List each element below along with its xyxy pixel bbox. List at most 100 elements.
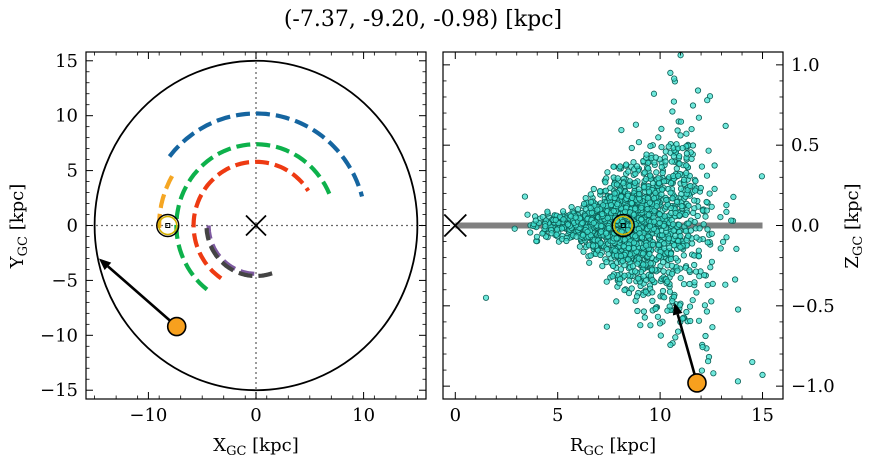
rz-ylabel: ZGC [kpc] (842, 183, 866, 268)
star-point (677, 274, 684, 282)
star-point (646, 172, 654, 179)
star-point (580, 248, 587, 255)
xy-ytick-label: 15 (55, 51, 78, 72)
star-point (650, 195, 658, 202)
star-point (614, 201, 621, 208)
star-point (654, 313, 662, 320)
star-point (691, 218, 698, 226)
star-point (563, 237, 570, 245)
star-point (704, 97, 711, 104)
star-point (719, 238, 727, 245)
star-point (640, 250, 647, 257)
star-point (632, 121, 640, 128)
star-point (648, 266, 656, 273)
star-point (532, 217, 539, 224)
star-point (635, 190, 643, 198)
star-point (693, 289, 700, 296)
star-point (647, 322, 654, 329)
rz-xlabel: RGC [kpc] (570, 435, 656, 459)
star-point (635, 255, 642, 262)
star-point (709, 324, 716, 331)
star-point (671, 242, 678, 249)
star-point (672, 334, 679, 341)
star-point (623, 161, 630, 168)
star-point (640, 184, 648, 191)
xy-ytick-label: 0 (67, 216, 78, 237)
star-point (669, 221, 677, 228)
star-point (685, 232, 692, 239)
star-point (671, 75, 678, 82)
star-point (695, 247, 702, 254)
star-point (586, 259, 593, 266)
xy-xtick-label: 10 (352, 405, 375, 426)
star-point (708, 258, 716, 265)
star-point (659, 169, 666, 177)
star-point (692, 178, 699, 185)
star-point (734, 378, 742, 385)
star-point (702, 213, 709, 220)
star-point (708, 230, 715, 237)
xy-target-marker (166, 316, 187, 337)
star-point (632, 268, 639, 275)
star-point (683, 308, 690, 316)
star-point (680, 176, 688, 183)
star-point (587, 191, 594, 198)
star-point (705, 147, 712, 154)
star-point (641, 314, 648, 321)
star-point (660, 222, 668, 229)
star-point (620, 243, 627, 250)
star-point (717, 214, 724, 221)
star-point (704, 281, 711, 289)
star-point (609, 262, 617, 269)
xy-xtick-label: −10 (129, 405, 167, 426)
star-point (590, 185, 597, 193)
star-point (603, 258, 610, 266)
xy-galactic-center-marker (245, 214, 267, 237)
star-point (646, 223, 654, 230)
star-point (759, 371, 766, 379)
galaxy-boundary-circle (93, 59, 419, 392)
xy-direction-arrow-head (98, 258, 112, 271)
star-point (749, 358, 756, 366)
star-point (677, 118, 685, 125)
star-point (653, 203, 660, 210)
star-point (552, 216, 559, 224)
star-point (711, 185, 718, 192)
star-point (602, 187, 609, 194)
figure-title: (-7.37, -9.20, -0.98) [kpc] (284, 7, 562, 32)
star-point (618, 127, 625, 134)
star-point (683, 130, 690, 137)
star-point (589, 242, 597, 249)
star-point (669, 108, 676, 115)
star-point (568, 204, 575, 211)
star-point (704, 239, 711, 246)
star-point (668, 158, 675, 165)
xy-sun-marker-outer-ring (156, 213, 180, 238)
xy-plot-area (86, 52, 426, 399)
star-point (659, 259, 667, 266)
rz-galactic-center-marker (443, 213, 467, 238)
star-point (683, 162, 690, 169)
star-point (617, 193, 625, 200)
star-point (703, 172, 711, 179)
star-point (688, 240, 696, 247)
star-point (693, 234, 700, 241)
star-point (652, 305, 659, 312)
star-point (635, 139, 643, 146)
star-point (638, 204, 645, 211)
star-point (710, 370, 717, 377)
star-point (687, 182, 694, 190)
star-point (704, 358, 712, 365)
star-point (482, 294, 490, 301)
star-point (691, 279, 698, 286)
star-point (587, 198, 595, 206)
star-point (605, 225, 612, 232)
rz-panel: 0 5 10 15 −1.0 −0.5 0.0 0.5 1.0 RGC [kpc] ZGC [k… (442, 51, 866, 459)
rz-ytick-label: −0.5 (791, 296, 835, 317)
star-point (646, 251, 653, 258)
star-point (647, 143, 654, 150)
star-point (604, 215, 611, 222)
star-point (587, 252, 594, 259)
star-point (674, 328, 682, 335)
star-point (664, 278, 671, 285)
